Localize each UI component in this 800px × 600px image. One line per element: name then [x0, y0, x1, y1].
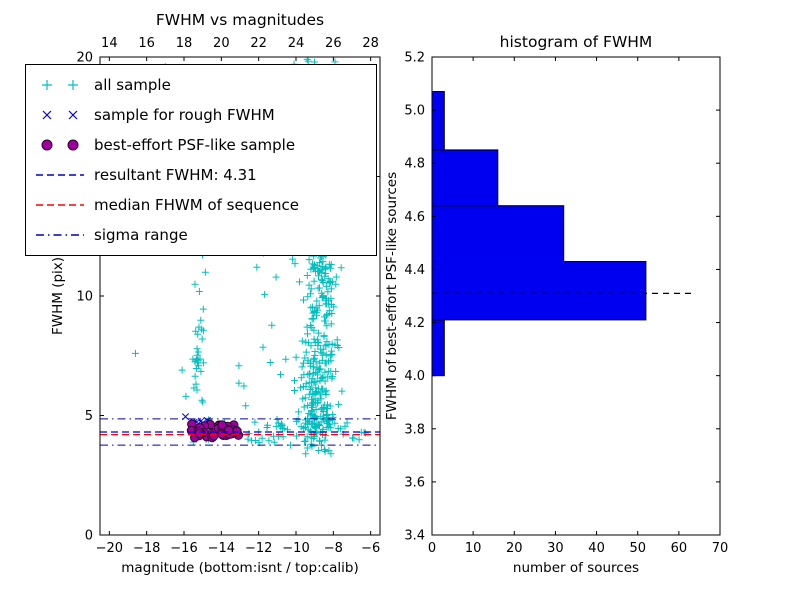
y-tick-label: 3.4	[404, 529, 425, 544]
x-tick-label: −14	[208, 541, 235, 556]
y-tick-label: 5.2	[404, 51, 425, 66]
y-tick-label: 4.6	[404, 210, 425, 225]
y-tick-label: 0	[85, 529, 93, 544]
y-tick-label: 5	[85, 409, 93, 424]
x-tick-label: 30	[547, 541, 564, 556]
right-plot-xlabel: number of sources	[513, 560, 639, 576]
legend-item: sample for rough FWHM	[26, 100, 376, 130]
histogram-bar	[431, 319, 445, 377]
histogram-bars	[431, 91, 647, 377]
histogram-bar	[431, 261, 647, 321]
top-tick-label: 28	[362, 36, 379, 51]
y-tick-label: 4.2	[404, 316, 425, 331]
top-tick-label: 14	[101, 36, 118, 51]
y-tick-label: 3.6	[404, 475, 425, 490]
x-tick-label: −18	[133, 541, 160, 556]
left-plot: −20 −18 −16 −14 −12 −10 −8 −6 14 16 18 20 22 24 26 28 0 5…	[76, 36, 381, 556]
dashdot-line-icon	[36, 234, 84, 236]
top-tick-label: 18	[176, 36, 193, 51]
x-tick-label: 50	[629, 541, 646, 556]
circle-marker-icon	[41, 139, 79, 151]
x-tick-label: 0	[428, 541, 436, 556]
legend: all sample sample for rough FWHM best-effo…	[25, 64, 377, 256]
top-tick-label: 26	[325, 36, 342, 51]
right-plot-title: histogram of FWHM	[500, 33, 653, 51]
x-tick-label: 10	[465, 541, 482, 556]
y-tick-label: 4.4	[404, 263, 425, 278]
legend-item-label: sigma range	[94, 226, 188, 244]
x-tick-label: 70	[712, 541, 729, 556]
x-tick-label: −8	[324, 541, 343, 556]
top-tick-label: 20	[213, 36, 230, 51]
legend-item: resultant FWHM: 4.31	[26, 160, 376, 190]
y-tick-label: 5.0	[404, 104, 425, 119]
left-plot-ylabel: FWHM (pix)	[50, 257, 66, 335]
right-plot-axes: 0 10 20 30 40 50 60 70 3.4 3.6 3.8 4.0 4.2 4.4 4.6 4.8 5…	[404, 51, 728, 557]
left-plot-axes: −20 −18 −16 −14 −12 −10 −8 −6 14 16 18 20 22 24 26 28 0 5…	[76, 36, 381, 556]
dashed-line-icon	[36, 174, 84, 176]
x-tick-label: 20	[506, 541, 523, 556]
legend-item: all sample	[26, 70, 376, 100]
x-tick-label: 40	[588, 541, 605, 556]
y-tick-label: 10	[76, 290, 93, 305]
histogram-bar	[431, 205, 565, 262]
x-tick-label: 60	[671, 541, 688, 556]
top-tick-label: 22	[250, 36, 267, 51]
x-tick-label: −16	[170, 541, 197, 556]
histogram-bar	[431, 91, 445, 151]
x-tick-label: −6	[361, 541, 380, 556]
y-tick-label: 3.8	[404, 422, 425, 437]
left-plot-xlabel: magnitude (bottom:isnt / top:calib)	[121, 560, 358, 576]
legend-item: best-effort PSF-like sample	[26, 130, 376, 160]
y-tick-label: 4.8	[404, 157, 425, 172]
histogram-bar	[431, 149, 499, 207]
x-tick-label: −10	[282, 541, 309, 556]
legend-item-label: resultant FWHM: 4.31	[94, 166, 257, 184]
legend-item-label: sample for rough FWHM	[94, 106, 275, 124]
top-tick-label: 16	[138, 36, 155, 51]
legend-item-label: best-effort PSF-like sample	[94, 136, 296, 154]
x-tick-label: −12	[245, 541, 272, 556]
top-tick-label: 24	[288, 36, 305, 51]
legend-item-label: median FHWM of sequence	[94, 196, 299, 214]
left-plot-data	[100, 57, 380, 458]
right-plot: 0 10 20 30 40 50 60 70 3.4 3.6 3.8 4.0 4.2 4.4 4.6 4.8 5…	[404, 51, 728, 557]
left-plot-title: FWHM vs magnitudes	[156, 11, 324, 29]
legend-item: median FHWM of sequence	[26, 190, 376, 220]
x-marker-icon	[42, 110, 78, 120]
x-tick-label: −20	[96, 541, 123, 556]
plus-marker-icon	[42, 80, 78, 90]
y-tick-label: 4.0	[404, 369, 425, 384]
legend-item: sigma range	[26, 220, 376, 250]
y-tick-label: 20	[76, 51, 93, 66]
right-plot-ylabel: FWHM of best-effort PSF-like sources	[384, 172, 400, 420]
psf-like-points	[186, 419, 244, 443]
dashed-line-icon	[36, 204, 84, 206]
legend-item-label: all sample	[94, 76, 171, 94]
